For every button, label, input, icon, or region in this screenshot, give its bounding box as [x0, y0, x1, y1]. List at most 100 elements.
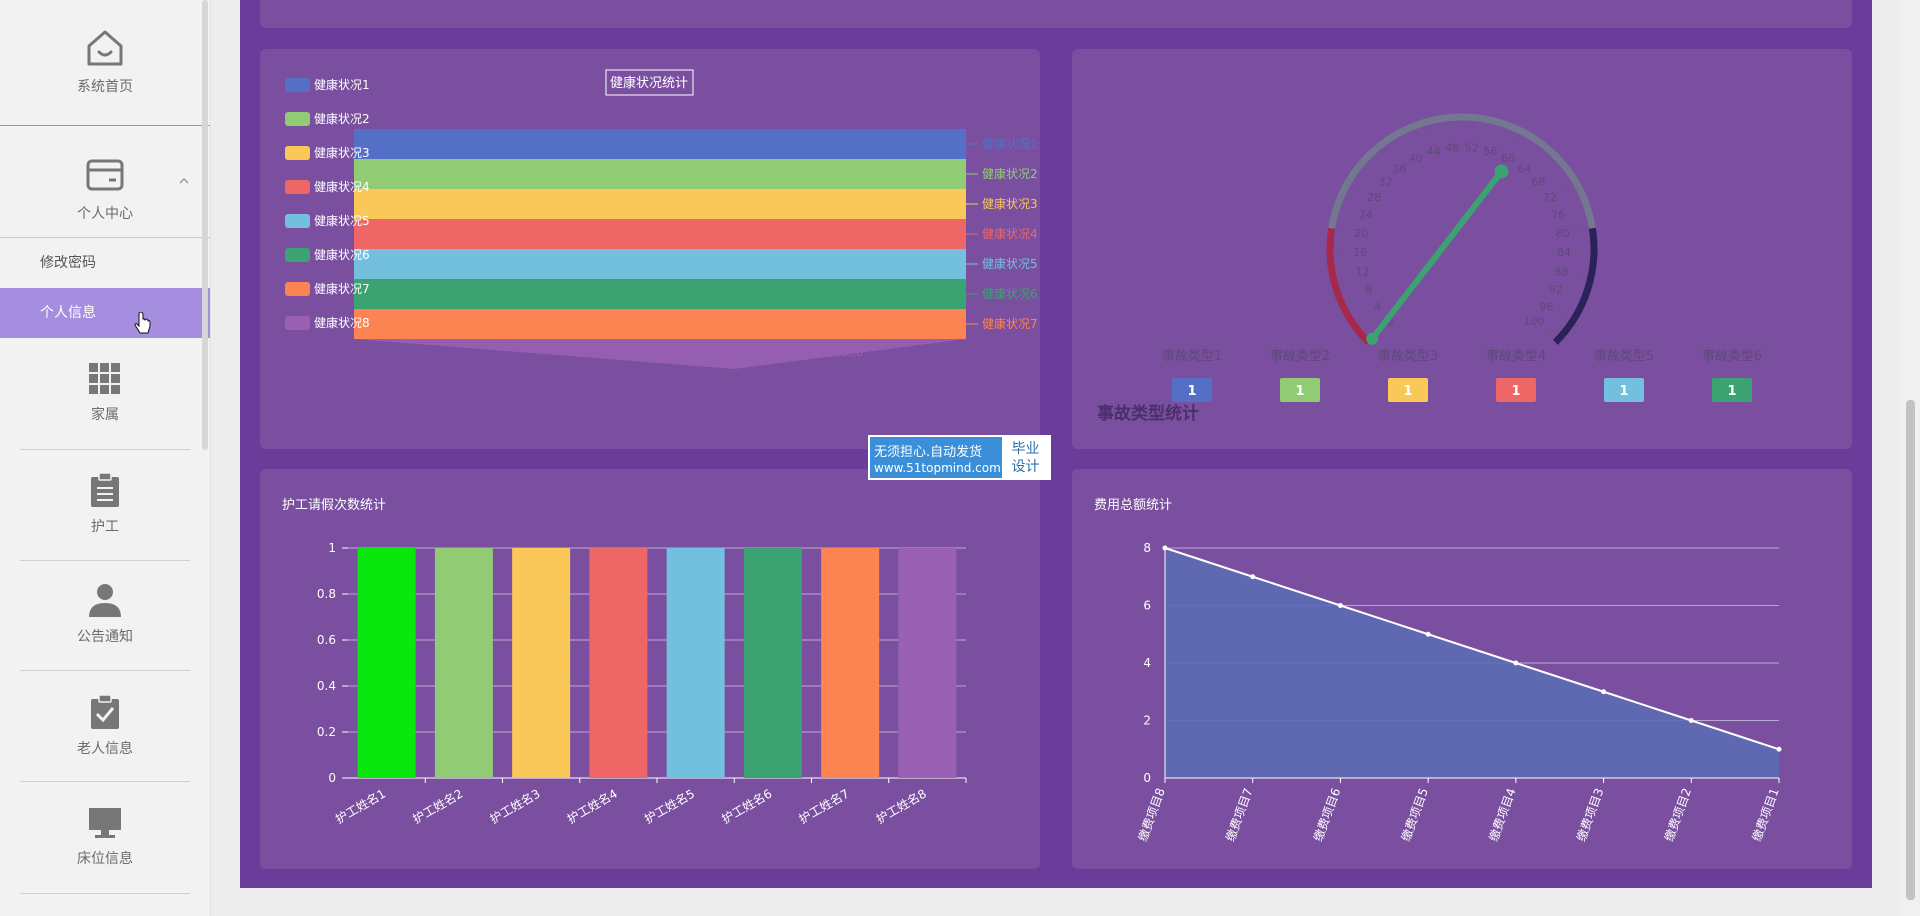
- legend-label[interactable]: 健康状况1: [314, 77, 370, 92]
- gauge-tick: [1515, 136, 1520, 145]
- health-band[interactable]: [354, 129, 966, 159]
- accident-chart-panel: 0 4 8 12 16 20 24 28 32 36 40 44 48 52 56 60 64 68 72 76 80 8…: [1072, 49, 1852, 449]
- gauge-tick-label: 48: [1445, 141, 1459, 154]
- legend-swatch[interactable]: [285, 78, 310, 92]
- accident-type-value: 1: [1187, 384, 1196, 399]
- gauge-tick: [1533, 149, 1540, 157]
- legend-swatch[interactable]: [285, 316, 310, 330]
- gauge-tick: [1526, 142, 1530, 147]
- page-scrollbar[interactable]: [1900, 0, 1920, 916]
- bar[interactable]: [821, 548, 880, 778]
- gauge-arc-high: [1552, 227, 1598, 345]
- legend-label[interactable]: 健康状况7: [314, 281, 370, 296]
- x-tick-label: 护工姓名6: [719, 786, 775, 827]
- nav-home-label: 系统首页: [77, 79, 133, 95]
- health-right-label: 健康状况4: [982, 226, 1038, 241]
- gauge-tick: [1506, 131, 1509, 136]
- legend-label[interactable]: 健康状况5: [314, 213, 370, 228]
- nav-home[interactable]: 系统首页: [0, 28, 210, 96]
- gauge-tick: [1484, 125, 1487, 130]
- data-point[interactable]: [1688, 718, 1694, 723]
- gauge-tick: [1353, 184, 1361, 190]
- gauge-pointer: [1369, 168, 1505, 342]
- gauge-tick-label: 20: [1354, 227, 1368, 240]
- data-point[interactable]: [1337, 603, 1343, 608]
- legend-swatch[interactable]: [285, 248, 310, 262]
- health-right-label: 健康状况6: [982, 286, 1038, 301]
- gauge-tick-label: 12: [1355, 265, 1369, 278]
- accident-type-badge: [1604, 378, 1644, 402]
- divider: [20, 670, 190, 671]
- nav-bed-label: 床位信息: [77, 851, 133, 867]
- nav-bed[interactable]: 床位信息: [0, 806, 210, 868]
- health-band[interactable]: [354, 219, 966, 249]
- gauge-tick: [1415, 131, 1418, 136]
- data-point[interactable]: [1425, 631, 1431, 637]
- gauge-tick: [1394, 142, 1398, 147]
- gauge-tick-label: 40: [1409, 152, 1423, 165]
- bar[interactable]: [512, 548, 571, 778]
- y-tick-label: 6: [1143, 599, 1151, 613]
- bar[interactable]: [666, 548, 725, 778]
- x-tick-label: 护工姓名8: [873, 786, 929, 827]
- data-point[interactable]: [1601, 689, 1607, 695]
- watermark-banner[interactable]: 无须担心.自动发货 www.51topmind.com 毕业 设计: [868, 435, 1051, 480]
- gauge-tick: [1364, 326, 1369, 330]
- legend-swatch[interactable]: [285, 112, 310, 126]
- gauge-tick: [1384, 149, 1391, 157]
- gauge-pointer-tip: [1494, 164, 1509, 179]
- gauge-tick: [1559, 314, 1567, 321]
- health-band[interactable]: [354, 279, 966, 309]
- health-band[interactable]: [354, 249, 966, 279]
- gauge-tick-label: 0: [1386, 315, 1393, 328]
- gauge-tick: [1570, 295, 1578, 300]
- data-point[interactable]: [1162, 545, 1168, 551]
- legend-swatch[interactable]: [285, 282, 310, 296]
- gauge-tick-label: 96: [1539, 300, 1553, 313]
- bar[interactable]: [357, 548, 416, 778]
- nav-elder[interactable]: 老人信息: [0, 694, 210, 758]
- legend-swatch[interactable]: [285, 180, 310, 194]
- nav-notice[interactable]: 公告通知: [0, 582, 210, 646]
- health-band[interactable]: [354, 159, 966, 189]
- legend-label[interactable]: 健康状况8: [314, 315, 370, 330]
- health-band[interactable]: [354, 189, 966, 219]
- divider: [20, 781, 190, 782]
- bar[interactable]: [434, 548, 493, 778]
- x-tick-label: 缴费项目7: [1222, 786, 1255, 843]
- health-band[interactable]: [354, 309, 966, 339]
- nav-change-password[interactable]: 修改密码: [40, 255, 96, 271]
- x-tick-label: 护工姓名4: [564, 786, 620, 827]
- data-point[interactable]: [1776, 746, 1782, 752]
- health-title: 健康状况统计: [610, 75, 688, 91]
- legend-swatch[interactable]: [285, 146, 310, 160]
- legend-swatch[interactable]: [285, 214, 310, 228]
- nav-personal-info[interactable]: 个人信息: [0, 288, 210, 338]
- nav-personal[interactable]: 个人中心: [0, 155, 210, 223]
- bar[interactable]: [743, 548, 802, 778]
- gauge-tick: [1367, 165, 1374, 172]
- nav-caregiver[interactable]: 护工: [0, 472, 210, 536]
- clipboard-icon: [91, 472, 119, 507]
- data-point[interactable]: [1250, 574, 1256, 580]
- page-scrollbar-thumb[interactable]: [1906, 400, 1915, 900]
- accident-type-value: 1: [1295, 384, 1304, 399]
- x-tick-label: 护工姓名3: [487, 786, 543, 827]
- x-tick-label: 护工姓名5: [641, 786, 697, 827]
- bar[interactable]: [589, 548, 648, 778]
- legend-label[interactable]: 健康状况3: [314, 145, 370, 160]
- gauge-tick: [1472, 123, 1475, 132]
- home-icon: [87, 30, 123, 66]
- y-tick-label: 0: [1143, 771, 1151, 785]
- legend-label[interactable]: 健康状况2: [314, 111, 370, 126]
- health-chart-panel: 健康状况统计 健康状况1 健康状况2 健康状况3 健康状况4 健康状况5 健康状况6 健康状…: [260, 49, 1040, 449]
- sidebar-scrollbar[interactable]: [202, 0, 208, 450]
- bar[interactable]: [898, 548, 957, 778]
- chevron-up-icon[interactable]: [178, 176, 190, 186]
- data-point[interactable]: [1513, 660, 1519, 666]
- gauge-tick-label: 72: [1543, 191, 1557, 204]
- health-band[interactable]: [354, 339, 966, 369]
- nav-family[interactable]: 家属: [0, 362, 210, 424]
- legend-label[interactable]: 健康状况4: [314, 179, 370, 194]
- legend-label[interactable]: 健康状况6: [314, 247, 370, 262]
